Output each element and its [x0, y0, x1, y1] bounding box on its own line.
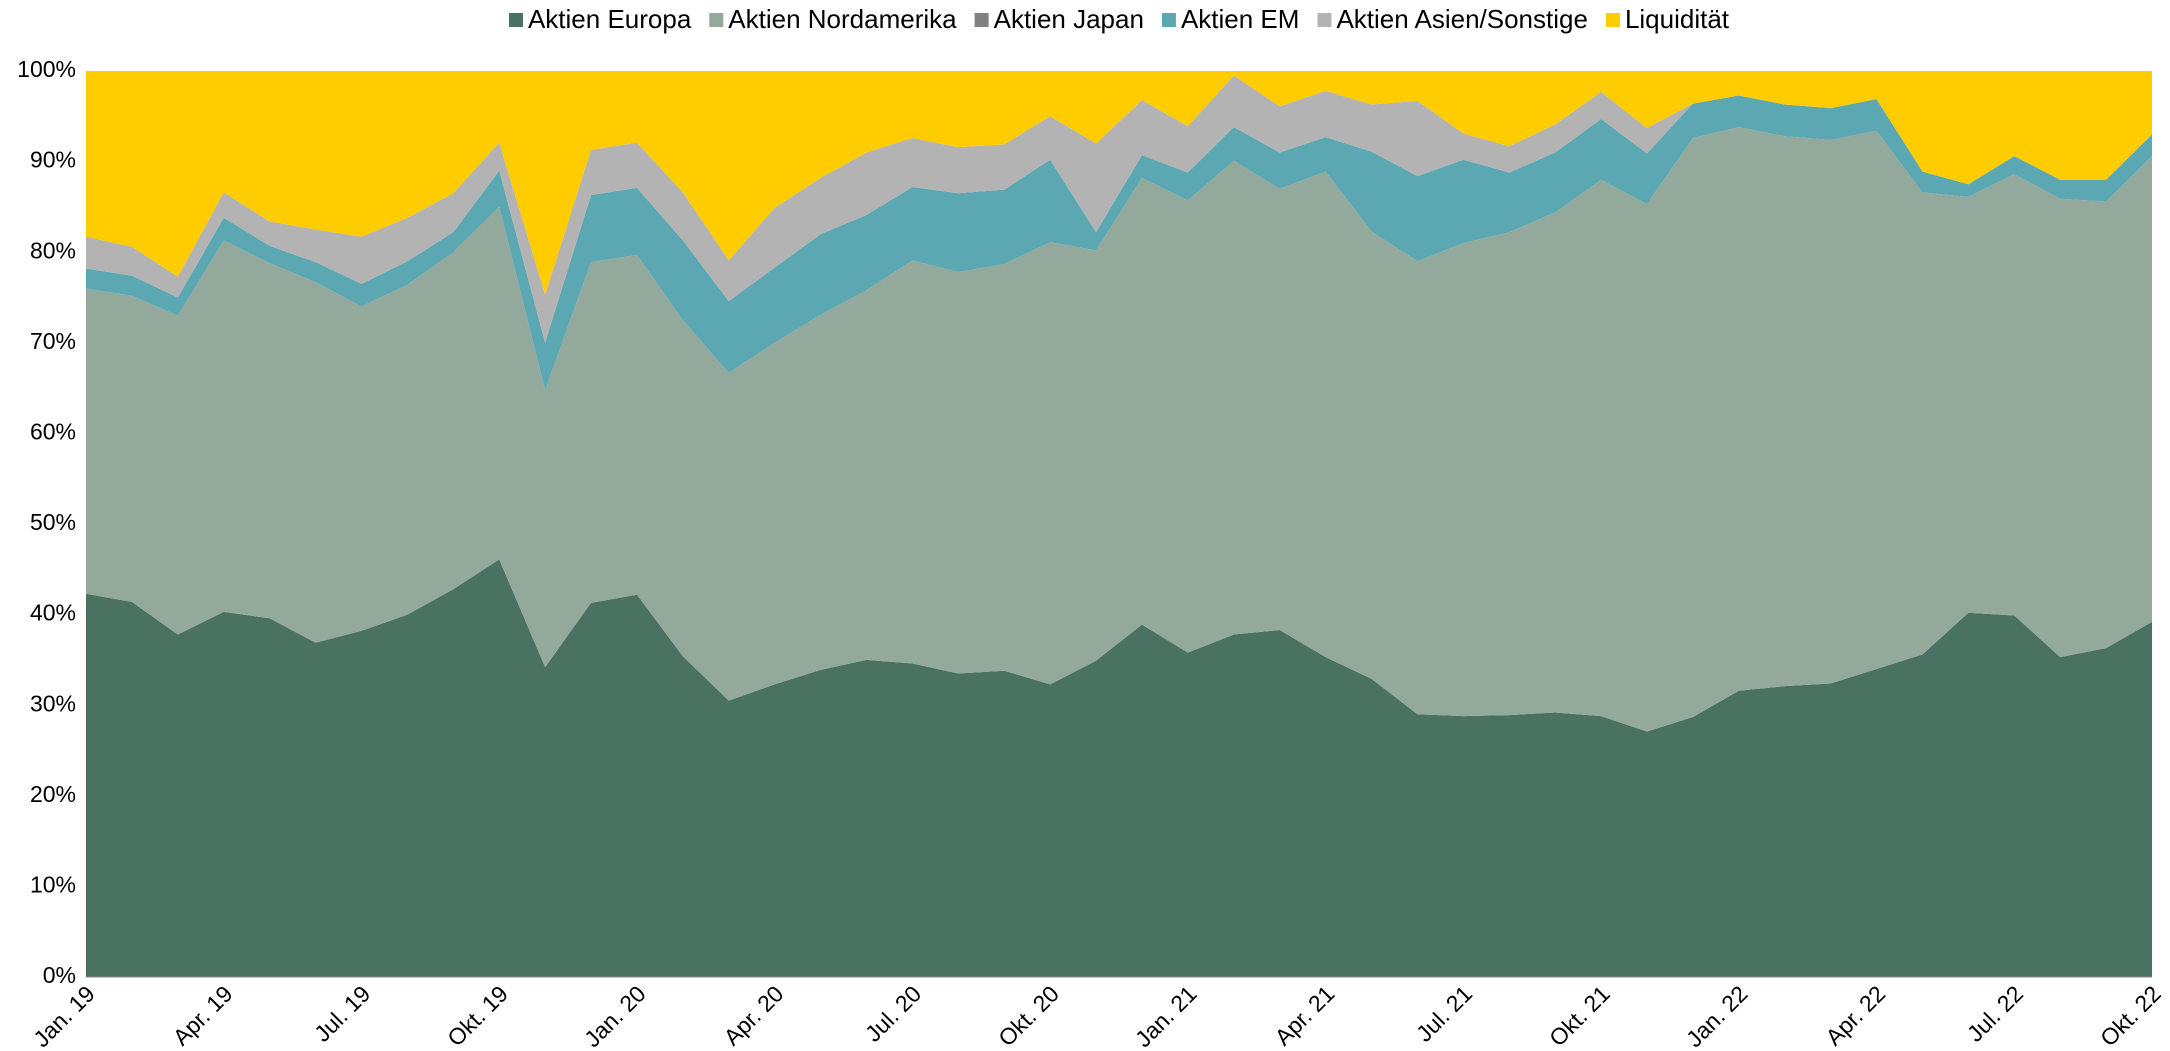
y-tick-label: 100%: [17, 56, 76, 82]
legend-swatch: [508, 13, 523, 27]
x-tick-label: Okt. 19: [442, 980, 513, 1051]
legend-swatch: [1317, 13, 1332, 27]
x-tick-label: Jan. 21: [1130, 980, 1202, 1051]
y-tick-label: 60%: [30, 418, 76, 444]
legend-swatch: [1161, 13, 1176, 27]
y-tick-label: 50%: [30, 509, 76, 535]
x-tick-label: Jul. 22: [1962, 980, 2028, 1046]
y-tick-label: 30%: [30, 690, 76, 716]
area: [86, 127, 2152, 732]
y-tick-label: 70%: [30, 328, 76, 354]
legend-label: Liquidität: [1625, 4, 1730, 34]
legend-label: Aktien Nordamerika: [728, 4, 957, 34]
y-tick-label: 20%: [30, 781, 76, 807]
x-tick-label: Jul. 19: [309, 980, 375, 1046]
x-tick-label: Okt. 21: [1544, 980, 1615, 1051]
y-tick-label: 90%: [30, 147, 76, 173]
x-tick-label: Okt. 22: [2095, 980, 2166, 1051]
x-tick-label: Jan. 20: [579, 980, 651, 1051]
y-tick-label: 10%: [30, 871, 76, 897]
area: [86, 75, 2152, 343]
legend-swatch: [709, 13, 724, 27]
legend-label: Aktien Europa: [528, 4, 692, 34]
x-tick-label: Apr. 21: [1270, 980, 1340, 1050]
x-tick-label: Jan. 22: [1681, 980, 1753, 1051]
x-tick-label: Jul. 20: [860, 980, 926, 1046]
x-tick-label: Jan. 19: [28, 980, 100, 1051]
legend-swatch: [974, 13, 989, 27]
x-tick-label: Okt. 20: [993, 980, 1064, 1051]
x-tick-label: Jul. 21: [1411, 980, 1477, 1046]
area: [86, 95, 2152, 390]
x-tick-label: Apr. 20: [719, 980, 789, 1050]
y-tick-label: 0%: [43, 962, 76, 988]
legend-label: Aktien Asien/Sonstige: [1336, 4, 1588, 34]
x-tick-label: Apr. 22: [1820, 980, 1890, 1050]
legend-swatch: [1605, 13, 1620, 27]
legend-label: Aktien Japan: [994, 4, 1144, 34]
area: [86, 559, 2152, 977]
y-tick-label: 80%: [30, 237, 76, 263]
area: [86, 71, 2152, 295]
x-tick-label: Apr. 19: [168, 980, 238, 1050]
y-tick-label: 40%: [30, 600, 76, 626]
legend-label: Aktien EM: [1181, 4, 1300, 34]
